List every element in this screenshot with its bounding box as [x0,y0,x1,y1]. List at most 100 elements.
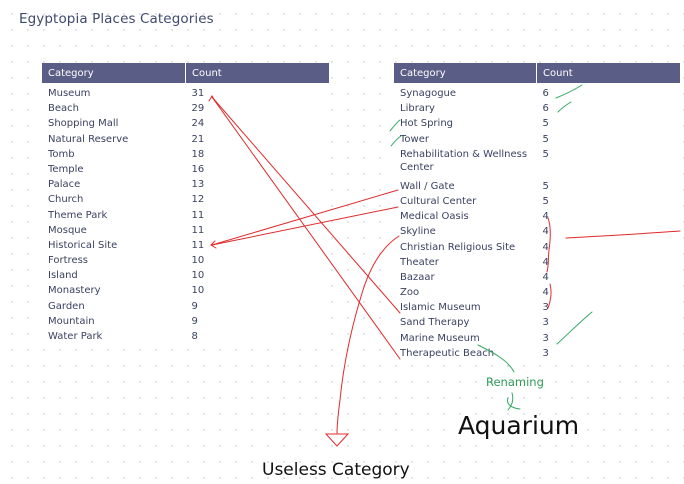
category-cell: Beach [48,103,79,115]
category-cell: Zoo [400,287,420,299]
table-row[interactable]: Church 12 [42,193,329,208]
count-cell: 11 [191,224,205,236]
count-cell: 10 [191,285,205,297]
category-cell: Mountain [48,315,95,327]
category-cell: Marine Museum [400,332,480,344]
count-cell: 10 [191,270,205,282]
table-row[interactable]: Christian Religious Site 4 [394,241,680,256]
count-cell: 11 [191,209,205,221]
table-row[interactable]: Palace 13 [42,178,329,193]
table-row[interactable]: Skyline 4 [394,225,680,240]
count-cell: 5 [542,195,549,207]
count-cell: 9 [191,300,198,312]
table-row[interactable]: Temple 16 [42,163,329,178]
green-arrow-to-aquarium [507,392,521,411]
renaming-annotation: Renaming [486,375,544,389]
category-cell: Sand Therapy [400,317,470,329]
table-row[interactable]: Theme Park 11 [42,209,329,224]
table-row[interactable]: Beach 29 [42,102,329,117]
category-cell: Water Park [48,331,103,342]
table-row[interactable]: Medical Oasis 4 [394,210,680,225]
table-row[interactable]: Historical Site 11 [42,239,329,254]
table-row[interactable]: Wall / Gate 5 [394,180,680,195]
count-column-header[interactable]: Count [185,63,329,83]
table-header-row: Category Count [42,63,329,83]
table-row[interactable]: Island 10 [42,269,329,284]
table-row[interactable]: Synagogue 6 [394,83,680,102]
table-header-row: Category Count [394,63,680,83]
category-cell: Garden [48,300,85,312]
count-cell: 16 [191,163,205,175]
count-cell: 3 [542,317,549,329]
table-row[interactable]: Theater 4 [394,256,680,271]
useless-category-annotation: Useless Category [262,460,410,480]
count-cell: 4 [542,241,549,253]
category-cell: Tower [400,133,429,145]
table-row[interactable]: Sand Therapy 3 [394,316,680,331]
category-cell: Theme Park [48,209,108,221]
red-arrowhead-useless [324,433,350,447]
table-row[interactable]: Zoo 4 [394,286,680,301]
table-row[interactable]: Mosque 11 [42,224,329,239]
table-row[interactable]: Rehabilitation & Wellness Center 5 [394,148,680,180]
category-cell: Therapeutic Beach [400,347,495,359]
count-cell: 4 [542,271,549,283]
table-row[interactable]: Bazaar 4 [394,271,680,286]
table-row[interactable]: Library 6 [394,102,680,117]
right-category-table: Category Count Synagogue 6 Library 6 Hot S… [394,63,680,362]
count-cell: 8 [191,331,198,342]
table-row[interactable]: Museum 31 [42,83,329,102]
page-title: Egyptopia Places Categories [19,11,214,27]
category-cell: Natural Reserve [48,133,129,145]
table-row[interactable]: Garden 9 [42,300,329,315]
table-row[interactable]: Monastery 10 [42,284,329,299]
table-row[interactable]: Cultural Center 5 [394,195,680,210]
category-cell: Cultural Center [400,195,477,207]
count-cell: 29 [191,103,205,115]
table-row[interactable]: Therapeutic Beach 3 [394,347,680,362]
count-cell: 3 [542,302,549,314]
category-cell: Fortress [48,255,89,267]
table-row[interactable]: Mountain 9 [42,315,329,330]
count-cell: 21 [191,133,205,145]
category-cell: Islamic Museum [400,302,481,314]
category-cell: Synagogue [400,88,457,99]
count-cell: 5 [542,133,549,145]
count-cell: 24 [191,118,205,130]
table-row[interactable]: Hot Spring 5 [394,117,680,132]
red-curve-skyline-to-useless [336,235,400,434]
category-cell: Historical Site [48,239,118,251]
count-cell: 5 [542,180,549,192]
category-cell: Theater [400,256,439,268]
table-row[interactable]: Islamic Museum 3 [394,301,680,316]
count-column-header[interactable]: Count [536,63,680,83]
count-cell: 31 [191,88,205,99]
category-cell: Bazaar [400,271,435,283]
count-cell: 6 [542,88,549,99]
category-cell: Church [48,194,84,206]
category-cell: Skyline [400,226,436,238]
table-row[interactable]: Fortress 10 [42,254,329,269]
category-column-header[interactable]: Category [394,63,537,83]
category-cell: Library [400,103,435,115]
table-row[interactable]: Tomb 18 [42,148,329,163]
count-cell: 4 [542,211,549,223]
count-cell: 9 [191,315,198,327]
count-cell: 6 [542,103,549,115]
table-row[interactable]: Natural Reserve 21 [42,133,329,148]
count-cell: 5 [542,118,549,130]
category-column-header[interactable]: Category [42,63,186,83]
count-cell: 3 [542,332,549,344]
count-cell: 3 [542,347,549,359]
table-row[interactable]: Tower 5 [394,133,680,148]
table-row[interactable]: Shopping Mall 24 [42,117,329,132]
category-cell: Museum [48,88,91,99]
table-row[interactable]: Water Park 8 [42,330,329,345]
category-cell: Mosque [48,224,87,236]
count-cell: 12 [191,194,205,206]
category-cell: Temple [48,163,84,175]
table-row[interactable]: Marine Museum 3 [394,332,680,347]
count-cell: 11 [191,239,205,251]
category-cell: Monastery [48,285,101,297]
count-cell: 5 [542,148,549,160]
